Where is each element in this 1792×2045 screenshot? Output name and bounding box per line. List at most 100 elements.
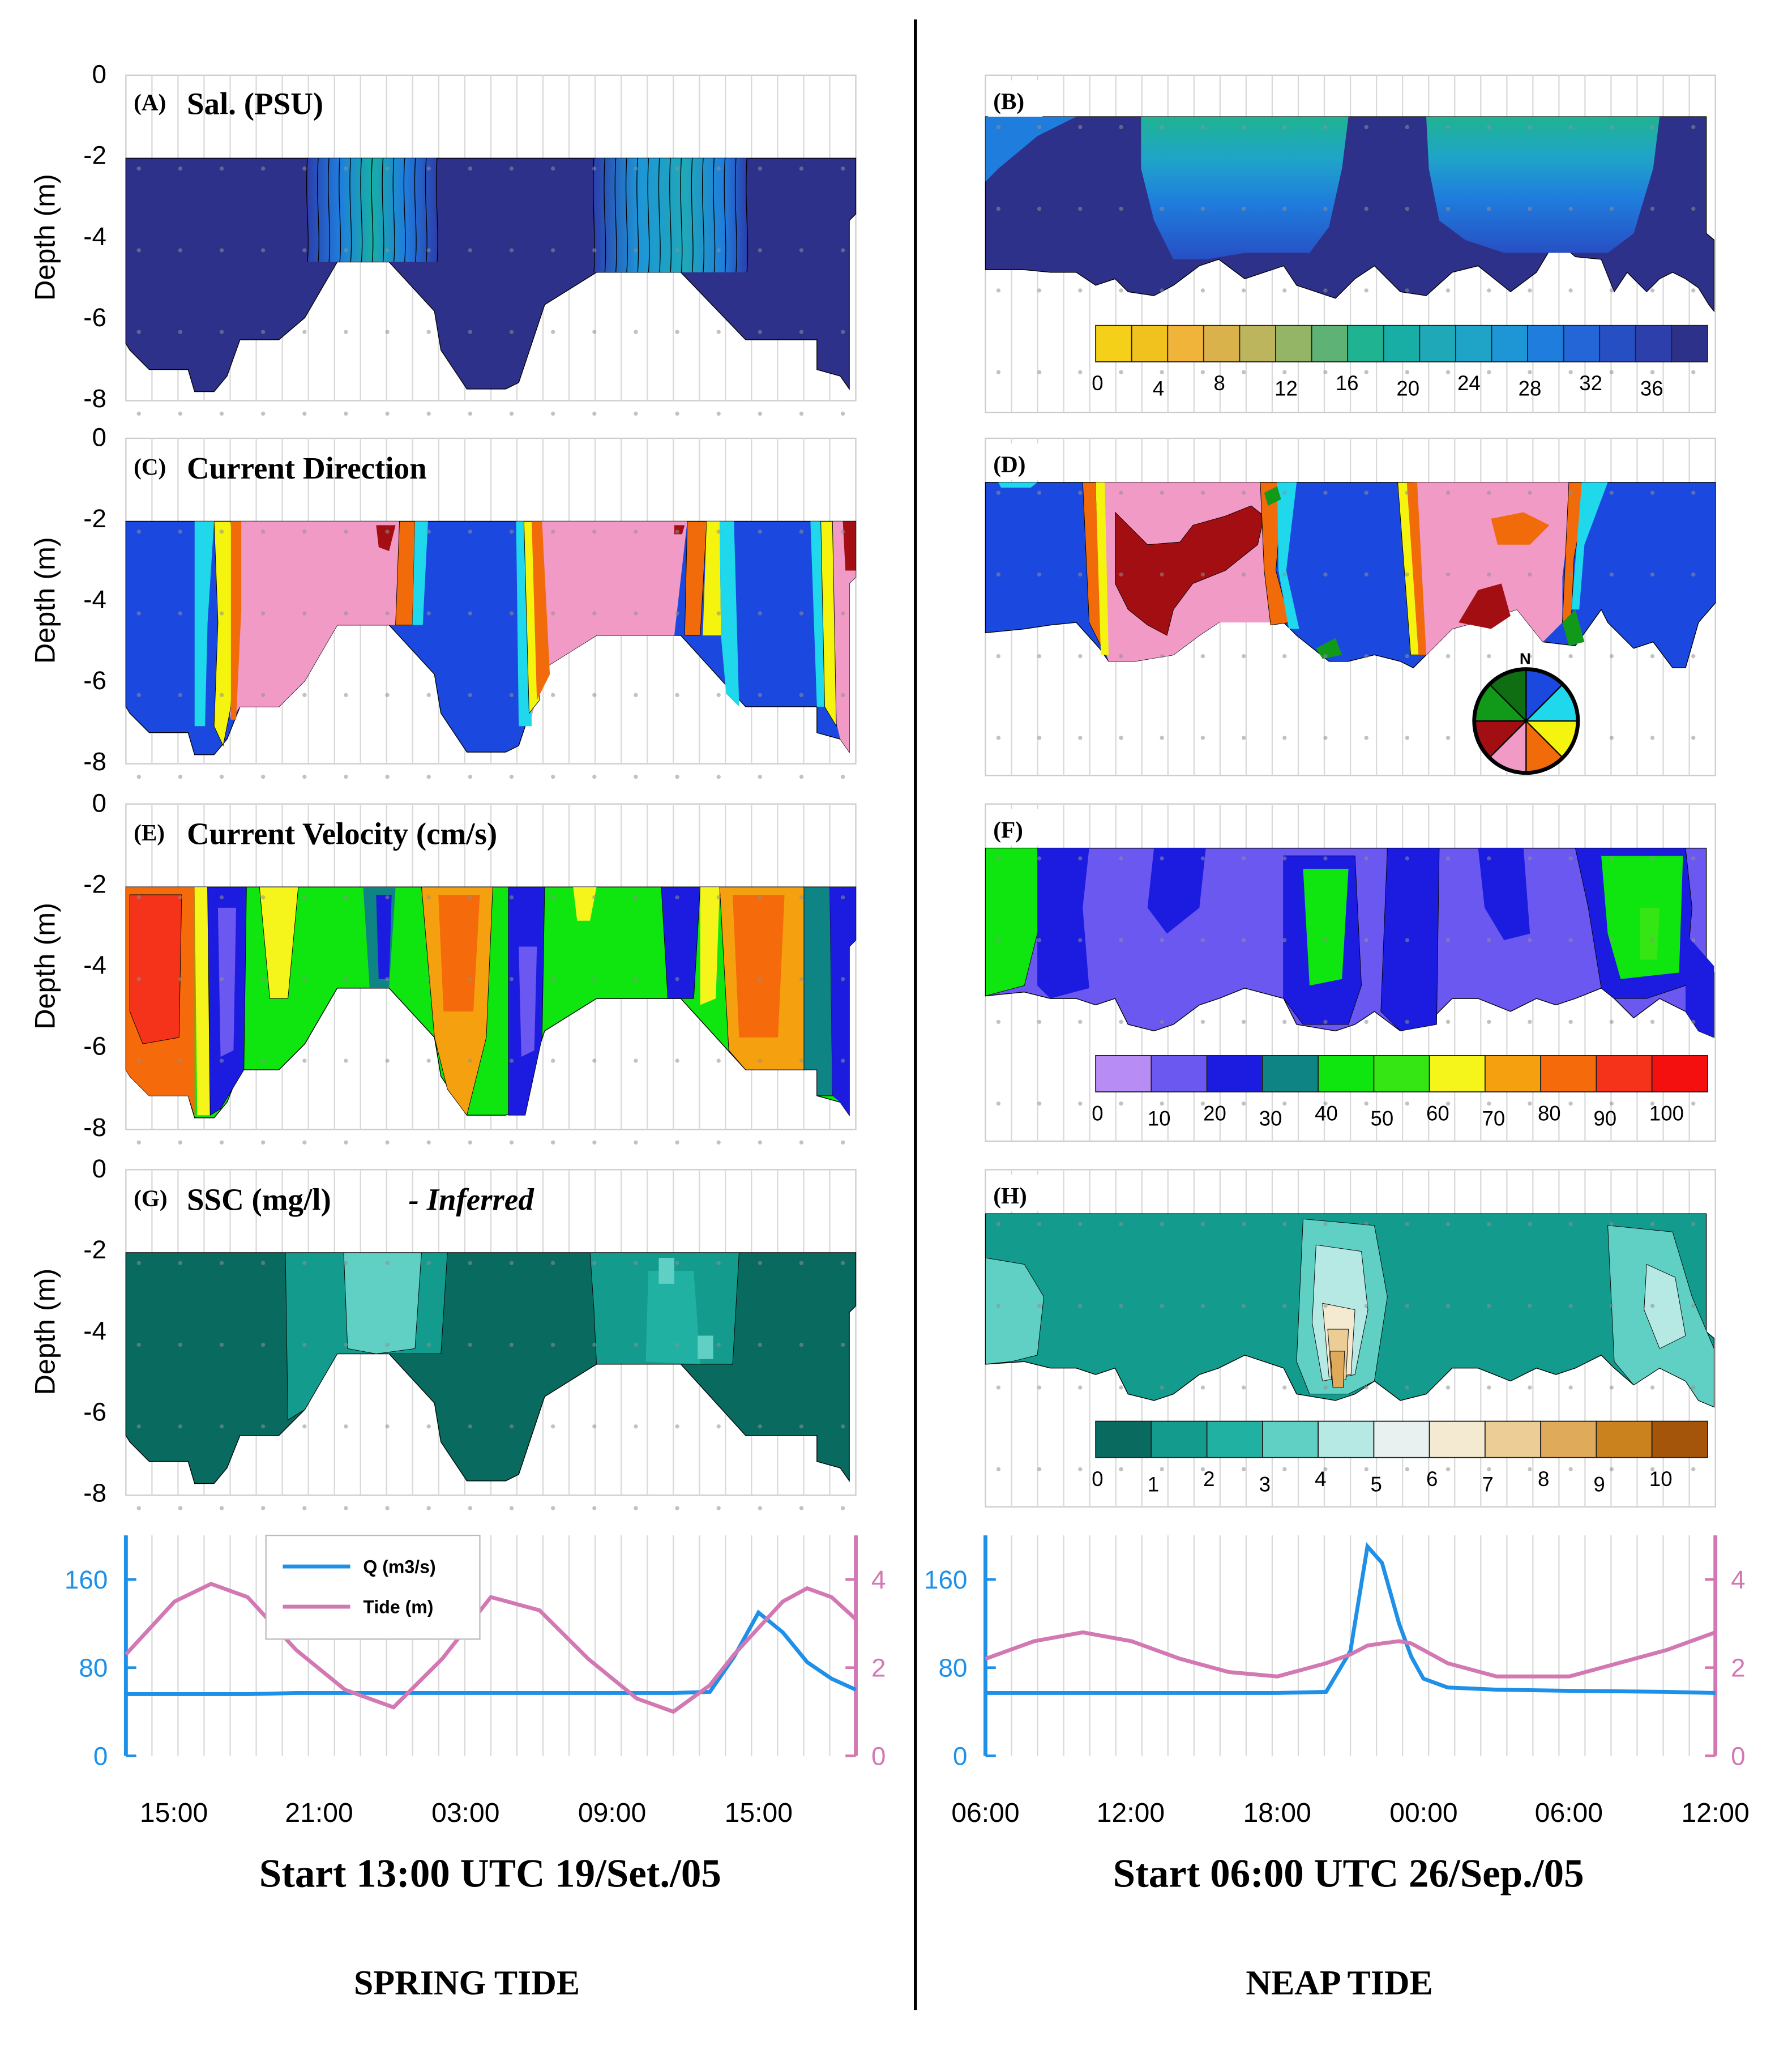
sample-point (1609, 1304, 1614, 1308)
sample-point (468, 1058, 473, 1063)
sample-point (302, 1342, 307, 1347)
sample-point (1200, 1304, 1205, 1308)
colorbar-swatch (1599, 325, 1636, 362)
sample-point (1487, 370, 1491, 374)
legend-q-label: Q (m3/s) (363, 1557, 435, 1577)
depth-tick-label: -6 (83, 666, 106, 695)
sample-point (550, 330, 555, 334)
sample-point (675, 977, 679, 981)
time-tick-label: 15:00 (725, 1798, 793, 1828)
isoline (746, 158, 749, 272)
sample-point (758, 1261, 763, 1265)
direction-ne-band-d2 (1277, 482, 1299, 629)
sample-point (219, 693, 224, 697)
sample-point (758, 611, 763, 616)
panel-a-title: Sal. (PSU) (187, 87, 323, 121)
colorbar-tick-label: 100 (1649, 1102, 1684, 1125)
sample-point (592, 1342, 597, 1347)
isoline (414, 158, 417, 262)
sample-point (1282, 1101, 1287, 1106)
depth-tick-label: -4 (83, 1316, 106, 1345)
tide-tick-label: 2 (871, 1654, 886, 1683)
sample-point (716, 1261, 721, 1265)
sample-point (1568, 1467, 1573, 1471)
spring-timeseries: 0 80 160 0 2 4 Q (m3/s) Tide (m) (65, 1534, 886, 1770)
sample-point (1078, 288, 1083, 293)
ssc-band-h8 (1644, 1263, 1686, 1350)
sample-point (675, 1140, 679, 1145)
colorbar-tick-label: 30 (1259, 1107, 1282, 1130)
isoline (625, 158, 628, 272)
sample-point (634, 530, 638, 534)
sample-point (509, 977, 514, 981)
sample-point (1037, 736, 1042, 740)
velocity-yellow-patch-2 (573, 887, 597, 921)
depth-tick-label: 0 (92, 1154, 106, 1183)
colorbar-tick-label: 8 (1538, 1467, 1549, 1491)
sample-point (799, 1342, 804, 1347)
sample-point (675, 411, 679, 416)
sample-point (344, 330, 348, 334)
ssc-patch-g1 (658, 1258, 674, 1284)
depth-axes: 0 -2 -4 -6 -8 Depth (m) 0 -2 -4 -6 -8 Depth (m) 0 -2 -… (28, 60, 106, 1508)
direction-sw-patch-c1 (842, 521, 856, 571)
sample-point (1568, 856, 1573, 861)
spring-axis-ticks: 0 80 160 0 2 4 (65, 1565, 886, 1770)
sample-point (178, 248, 183, 253)
sample-points-b (996, 125, 1696, 374)
direction-south-c1 (217, 521, 415, 720)
sample-point (1445, 490, 1451, 495)
sample-point (219, 1261, 224, 1265)
sample-point (426, 166, 431, 171)
colorbar-tick-label: 1 (1148, 1472, 1159, 1496)
sample-point (1609, 1385, 1614, 1390)
sample-point (996, 1019, 1001, 1024)
sample-point (799, 1424, 804, 1429)
compass-north-label: N (1520, 650, 1531, 667)
sample-point (178, 411, 183, 416)
velocity-peak-1 (129, 894, 182, 1044)
isoline (349, 158, 352, 262)
sample-point (136, 166, 141, 171)
sample-point (261, 530, 266, 534)
colorbar-tick-label: 28 (1519, 377, 1542, 400)
sample-point (426, 1261, 431, 1265)
direction-south-c3 (829, 521, 856, 753)
tide-tick-label: 4 (871, 1565, 886, 1594)
sample-point (1445, 1222, 1451, 1227)
colorbar-tick-label: 0 (1092, 1467, 1103, 1491)
sample-point (219, 1140, 224, 1145)
depth-tick-label: -4 (83, 222, 106, 251)
sample-point (1568, 288, 1573, 293)
sample-point (758, 774, 763, 779)
colorbar-tick-label: 8 (1213, 372, 1225, 395)
sample-point (1282, 125, 1287, 130)
sample-point (716, 895, 721, 900)
sample-point (1405, 288, 1410, 293)
sample-point (136, 1342, 141, 1347)
sample-point (468, 1424, 473, 1429)
sample-point (716, 330, 721, 334)
sample-point (1405, 1385, 1410, 1390)
sample-point (136, 1261, 141, 1265)
colorbar-swatch (1206, 1054, 1263, 1092)
colorbar-tick-label: 4 (1315, 1467, 1326, 1491)
sample-point (1078, 490, 1083, 495)
flow-tick-label: 0 (93, 1741, 108, 1770)
sample-point (468, 895, 473, 900)
colorbar-swatch (1484, 1420, 1542, 1458)
sample-point (468, 530, 473, 534)
sample-point (799, 1261, 804, 1265)
sample-point (758, 1058, 763, 1063)
sample-point (675, 1261, 679, 1265)
sample-point (468, 693, 473, 697)
sample-point (840, 330, 845, 334)
sample-point (840, 774, 845, 779)
sample-point (675, 611, 679, 616)
colorbar-swatch (1275, 325, 1312, 362)
sample-point (1445, 938, 1451, 942)
sample-point (675, 1058, 679, 1063)
colorbar-tick-label: 0 (1092, 1102, 1103, 1125)
sample-point (1609, 736, 1614, 740)
sample-point (550, 1342, 555, 1347)
